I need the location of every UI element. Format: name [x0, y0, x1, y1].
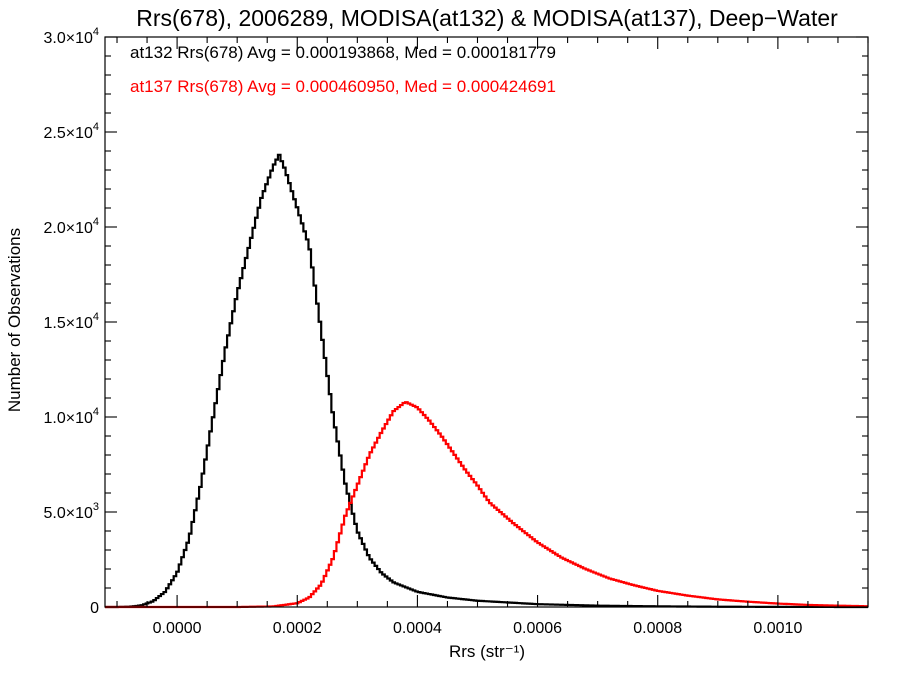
y-tick-label: 5.0×103 — [43, 501, 99, 522]
legend-entry-at137: at137 Rrs(678) Avg = 0.000460950, Med = … — [130, 77, 556, 96]
y-tick-label: 1.0×104 — [43, 406, 99, 427]
legend-entry-at132: at132 Rrs(678) Avg = 0.000193868, Med = … — [130, 43, 556, 62]
series-at137-line — [105, 401, 868, 609]
y-tick-label: 2.0×104 — [43, 216, 99, 237]
y-tick-label: 3.0×104 — [43, 26, 99, 47]
x-tick-label: 0.0010 — [753, 620, 802, 637]
x-tick-label: 0.0002 — [273, 620, 322, 637]
x-tick-label: 0.0006 — [513, 620, 562, 637]
y-tick-label: 0 — [90, 600, 99, 617]
series-layer — [105, 153, 868, 609]
x-tick-label: 0.0008 — [633, 620, 682, 637]
y-tick-label: 2.5×104 — [43, 121, 99, 142]
x-tick-label: 0.0000 — [153, 620, 202, 637]
chart-title: Rrs(678), 2006289, MODISA(at132) & MODIS… — [136, 5, 838, 31]
x-tick-label: 0.0004 — [393, 620, 442, 637]
axes-layer: 0.0000 0.0002 0.0004 0.0006 0.0008 0.0010 0 5.0… — [43, 26, 869, 637]
x-axis-label: Rrs (str⁻¹) — [449, 642, 525, 661]
y-axis-label: Number of Observations — [5, 228, 24, 412]
y-tick-label: 1.5×104 — [43, 311, 99, 332]
plot-frame — [104, 36, 869, 608]
series-at132-line — [105, 153, 868, 609]
